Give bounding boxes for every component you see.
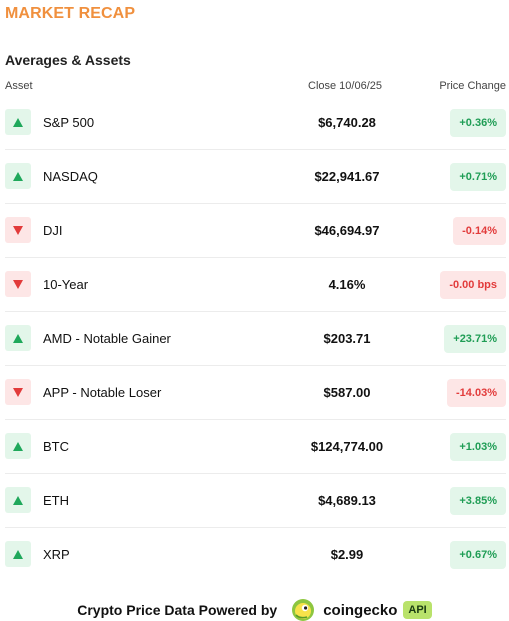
arrow-down-icon <box>5 379 31 405</box>
close-price: $46,694.97 <box>314 223 380 238</box>
table-row: ETH $4,689.13 +3.85% <box>5 474 506 528</box>
footer: Crypto Price Data Powered by coingecko A… <box>0 596 509 621</box>
asset-name: S&P 500 <box>43 115 95 130</box>
table-header: Asset Close 10/06/25 Price Change <box>5 80 506 96</box>
column-header-close: Close 10/06/25 <box>308 80 382 92</box>
asset-name: BTC <box>43 439 69 454</box>
arrow-up-icon <box>5 109 31 135</box>
arrow-up-icon <box>5 487 31 513</box>
asset-name: XRP <box>43 547 70 562</box>
price-change-badge: +1.03% <box>450 433 506 461</box>
asset-name: 10-Year <box>43 277 89 292</box>
asset-name: APP - Notable Loser <box>43 385 162 400</box>
asset-name: NASDAQ <box>43 169 98 184</box>
close-price: $6,740.28 <box>318 115 376 130</box>
close-price: $203.71 <box>323 331 371 346</box>
column-header-asset: Asset <box>5 80 33 92</box>
price-change-badge: -0.14% <box>453 217 506 245</box>
brand-name: coingecko <box>323 601 398 619</box>
arrow-down-icon <box>5 271 31 297</box>
table-row: DJI $46,694.97 -0.14% <box>5 204 506 258</box>
price-change-badge: +0.36% <box>450 109 506 137</box>
table-row: 10-Year 4.16% -0.00 bps <box>5 258 506 312</box>
column-header-change: Price Change <box>439 80 506 92</box>
footer-text: Crypto Price Data Powered by <box>77 602 278 618</box>
api-badge: API <box>403 601 432 619</box>
table-row: XRP $2.99 +0.67% <box>5 528 506 582</box>
close-price: $22,941.67 <box>314 169 380 184</box>
table-row: BTC $124,774.00 +1.03% <box>5 420 506 474</box>
arrow-down-icon <box>5 217 31 243</box>
price-change-badge: -0.00 bps <box>440 271 506 299</box>
price-change-badge: +0.71% <box>450 163 506 191</box>
arrow-up-icon <box>5 541 31 567</box>
price-change-badge: +0.67% <box>450 541 506 569</box>
price-change-badge: -14.03% <box>447 379 506 407</box>
section-title: Averages & Assets <box>5 52 131 68</box>
table-row: S&P 500 $6,740.28 +0.36% <box>5 96 506 150</box>
table-row: AMD - Notable Gainer $203.71 +23.71% <box>5 312 506 366</box>
table-row: APP - Notable Loser $587.00 -14.03% <box>5 366 506 420</box>
gecko-logo-icon <box>291 598 315 621</box>
arrow-up-icon <box>5 433 31 459</box>
arrow-up-icon <box>5 163 31 189</box>
price-change-badge: +3.85% <box>450 487 506 515</box>
price-change-badge: +23.71% <box>444 325 506 353</box>
close-price: $2.99 <box>330 547 364 562</box>
close-price: $587.00 <box>323 385 371 400</box>
close-price: $4,689.13 <box>318 493 376 508</box>
asset-name: AMD - Notable Gainer <box>43 331 171 346</box>
arrow-up-icon <box>5 325 31 351</box>
close-price: $124,774.00 <box>310 439 384 454</box>
asset-name: DJI <box>43 223 63 238</box>
table-row: NASDAQ $22,941.67 +0.71% <box>5 150 506 204</box>
page-title: MARKET RECAP <box>5 5 136 22</box>
asset-name: ETH <box>43 493 69 508</box>
asset-table: S&P 500 $6,740.28 +0.36% NASDAQ $22,941.67 +0… <box>5 96 506 582</box>
close-price: 4.16% <box>328 277 366 292</box>
